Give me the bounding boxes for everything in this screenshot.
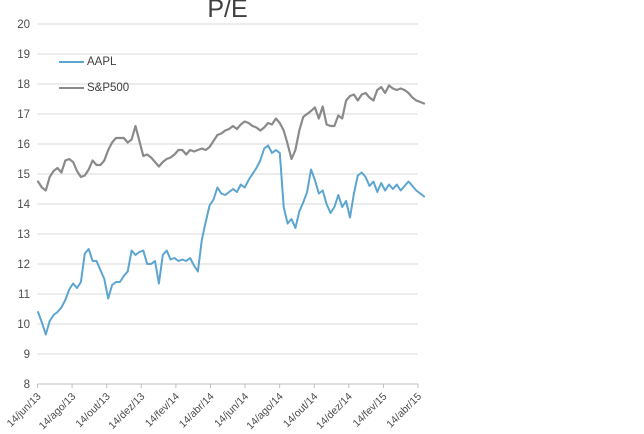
aapl-line-swatch [59, 61, 84, 63]
legend-label-sp500: S&P500 [87, 82, 130, 94]
x-axis-tick-label: 14/abr/15 [384, 391, 424, 431]
legend: AAPL S&P500 [59, 49, 129, 101]
y-axis-tick-label: 19 [17, 49, 30, 61]
y-axis-tick-label: 14 [17, 199, 30, 211]
y-axis-tick-label: 13 [17, 229, 30, 241]
aapl-series-line[interactable] [37, 144, 426, 336]
x-axis-tick-label: 14/dez/14 [314, 391, 355, 432]
y-axis-tick-label: 10 [17, 319, 30, 331]
x-axis-tick-label: 14/fev/15 [350, 391, 389, 430]
y-axis-tick-label: 20 [17, 19, 30, 31]
y-axis-tick-label: 12 [17, 259, 30, 271]
legend-item-sp500[interactable]: S&P500 [59, 75, 129, 101]
y-axis-tick-label: 16 [17, 139, 30, 151]
y-axis-tick-label: 15 [17, 169, 30, 181]
y-axis-tick-label: 9 [24, 349, 30, 361]
x-axis-tick-label: 14/ago/13 [37, 391, 79, 433]
x-axis-tick-label: 14/ago/14 [244, 391, 286, 433]
x-axis-tick-label: 14/abr/14 [177, 391, 217, 431]
x-axis-tick-label: 14/fev/14 [143, 391, 182, 430]
y-axis-tick-label: 11 [18, 289, 30, 301]
y-axis-tick-label: 8 [24, 379, 30, 391]
legend-item-aapl[interactable]: AAPL [59, 49, 129, 75]
chart-title: P/E [207, 0, 248, 23]
sp500-series-line[interactable] [36, 84, 426, 192]
y-axis-tick-label: 17 [17, 109, 30, 121]
y-axis-tick-label: 18 [17, 79, 30, 91]
legend-label-aapl: AAPL [87, 56, 117, 68]
x-axis-tick-label: 14/dez/13 [106, 391, 147, 432]
sp500-line-swatch [59, 87, 84, 89]
